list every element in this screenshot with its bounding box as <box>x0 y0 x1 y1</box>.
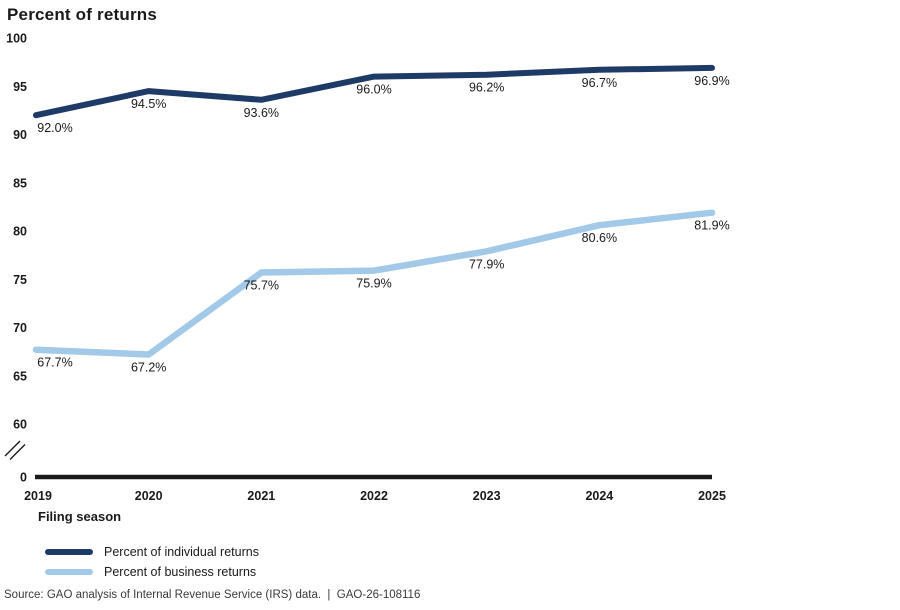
individual-data-point-label: 92.0% <box>37 121 72 135</box>
y-axis-tick-label: 80 <box>13 225 27 239</box>
individual-data-point-label: 96.0% <box>356 83 391 97</box>
x-axis-tick-label: 2023 <box>473 489 501 503</box>
y-axis-tick-label: 60 <box>13 418 27 432</box>
legend-label-individual-returns: Percent of individual returns <box>104 545 259 559</box>
individual-data-point-label: 96.7% <box>582 76 617 90</box>
y-axis-tick-label: 90 <box>13 128 27 142</box>
individual-data-point-label: 93.6% <box>244 106 279 120</box>
legend-item-individual-returns: Percent of individual returns <box>45 542 259 562</box>
legend-item-business-returns: Percent of business returns <box>45 562 259 582</box>
business-data-point-label: 80.6% <box>582 231 617 245</box>
business-data-point-label: 75.9% <box>356 277 391 291</box>
axis-break-icon <box>4 440 26 460</box>
individual-data-point-label: 96.9% <box>694 74 729 88</box>
y-axis-tick-label: 85 <box>13 176 27 190</box>
y-axis-tick-label: 70 <box>13 321 27 335</box>
x-axis-tick-label: 2025 <box>698 489 726 503</box>
chart-legend: Percent of individual returns Percent of… <box>45 542 259 582</box>
x-axis-tick-label: 2024 <box>585 489 613 503</box>
x-axis-tick-label: 2021 <box>247 489 275 503</box>
x-axis-tick-label: 2022 <box>360 489 388 503</box>
business-data-point-label: 67.7% <box>37 356 72 370</box>
y-axis-tick-label: 95 <box>13 80 27 94</box>
business-returns-line-swatch <box>45 569 93 575</box>
individual-data-point-label: 96.2% <box>469 81 504 95</box>
business-returns-line <box>32 209 716 358</box>
business-data-point-label: 67.2% <box>131 361 166 375</box>
legend-label-business-returns: Percent of business returns <box>104 565 257 579</box>
y-axis-tick-label: 65 <box>13 369 27 383</box>
source-note: Source: GAO analysis of Internal Revenue… <box>4 589 421 601</box>
individual-data-point-label: 94.5% <box>131 97 166 111</box>
individual-returns-line <box>33 64 715 119</box>
y-axis-tick-label: 0 <box>20 471 27 485</box>
y-axis-tick-label: 75 <box>13 273 27 287</box>
business-data-point-label: 81.9% <box>694 219 729 233</box>
y-axis-tick-label: 100 <box>6 32 27 46</box>
x-axis-title: Filing season <box>38 509 122 524</box>
x-axis-tick-label: 2019 <box>24 489 52 503</box>
x-axis-tick-label: 2020 <box>135 489 163 503</box>
business-data-point-label: 77.9% <box>469 257 504 271</box>
individual-returns-line-swatch <box>45 549 93 555</box>
line-chart-plot: 100 95 90 85 80 75 70 65 60 0 2019 2020 2021 2022 2023… <box>4 32 730 503</box>
chart-title: Percent of returns <box>7 5 158 24</box>
business-data-point-label: 75.7% <box>244 279 279 293</box>
